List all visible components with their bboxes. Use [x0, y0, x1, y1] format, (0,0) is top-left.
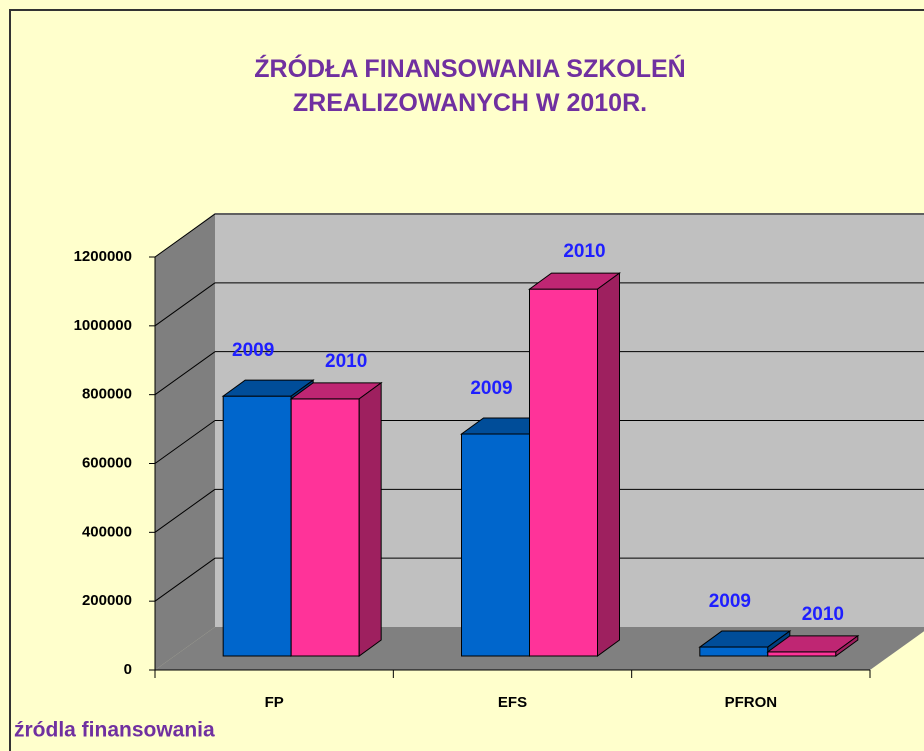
bar	[461, 433, 530, 657]
bar-side	[358, 381, 382, 657]
bar	[767, 651, 837, 657]
y-tick-label: 200000	[82, 592, 132, 609]
y-tick-label: 1000000	[74, 317, 132, 334]
y-tick-label: 1200000	[74, 248, 132, 265]
bar	[529, 288, 598, 657]
y-tick-label: 800000	[82, 386, 132, 403]
data-label: 2009	[709, 591, 751, 612]
data-label: 2009	[470, 378, 512, 399]
x-tick-label: FP	[265, 694, 284, 711]
chart-title: ŹRÓDŁA FINANSOWANIA SZKOLEŃ ZREALIZOWANY…	[254, 55, 686, 117]
data-label: 2010	[325, 351, 367, 372]
bar-side	[597, 272, 620, 657]
bar	[699, 646, 769, 657]
data-label: 2010	[802, 604, 844, 625]
x-axis-label: źródla finansowania	[14, 719, 215, 742]
bar	[222, 395, 292, 657]
x-tick-label: EFS	[498, 694, 527, 711]
grid-line	[154, 488, 216, 533]
data-label: 2010	[563, 241, 605, 262]
grid-line	[154, 351, 216, 396]
grid-line	[154, 213, 216, 258]
grid-line	[154, 557, 216, 602]
y-tick-label: 400000	[82, 523, 132, 540]
bar	[290, 398, 360, 657]
data-label: 2009	[232, 340, 274, 361]
y-tick-label: 0	[124, 661, 132, 678]
grid-line	[154, 420, 216, 464]
frame	[9, 9, 924, 751]
y-tick-label: 600000	[82, 454, 132, 471]
grid-line	[154, 282, 216, 327]
x-tick-label: PFRON	[725, 694, 778, 711]
bar-side	[835, 634, 859, 657]
